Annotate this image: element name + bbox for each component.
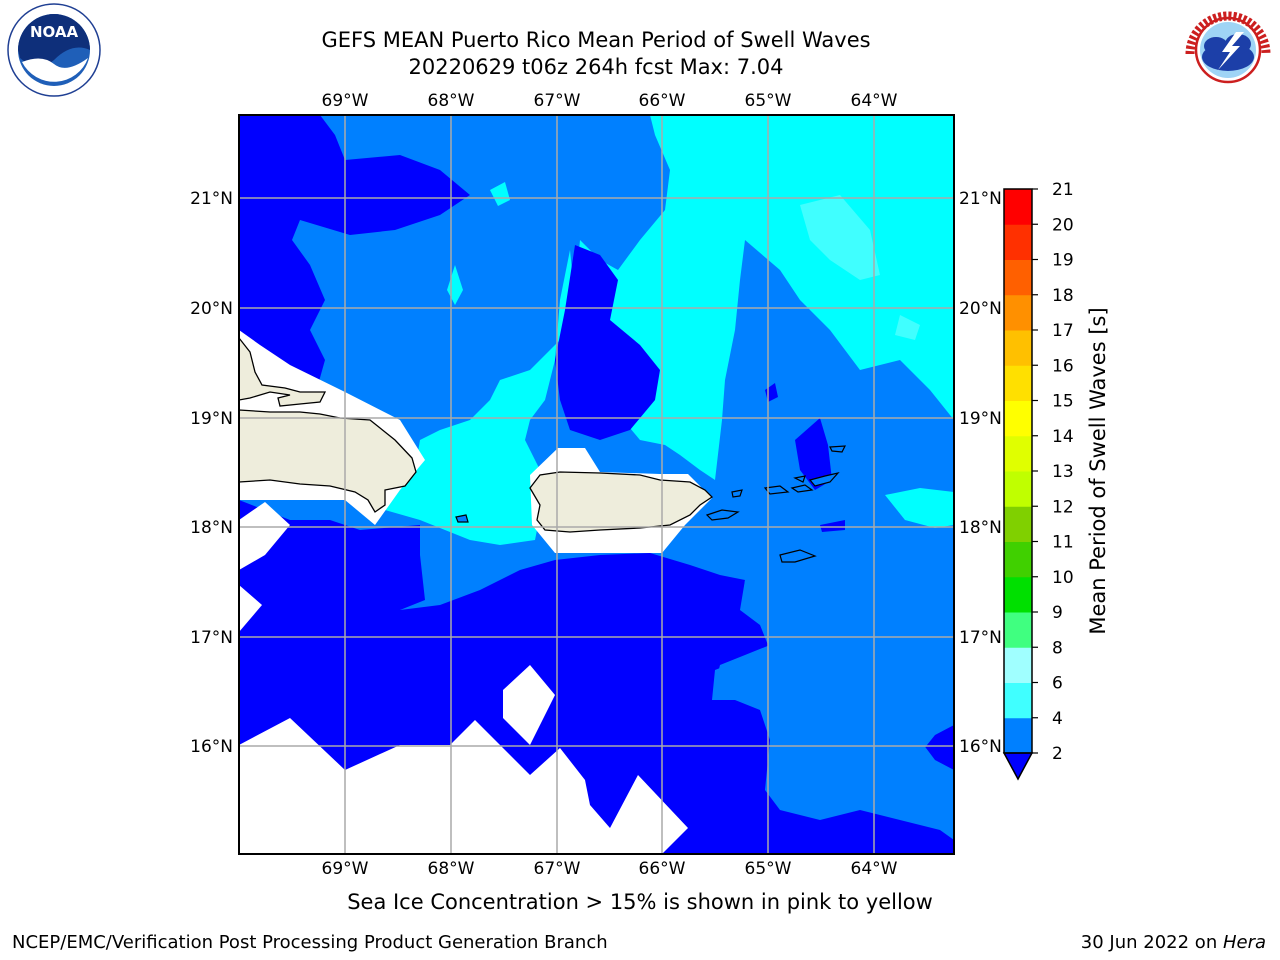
lat-labels-right: 21°N 20°N 19°N 18°N 17°N 16°N (959, 189, 1002, 757)
colorbar-tick-label: 6 (1052, 674, 1063, 694)
colorbar-tick-label: 13 (1052, 462, 1074, 482)
lat-tick-label: 18°N (959, 518, 1002, 538)
lat-tick-label: 19°N (959, 409, 1002, 429)
lat-labels-left: 21°N 20°N 19°N 18°N 17°N 16°N (190, 189, 233, 757)
lat-tick-label: 18°N (190, 518, 233, 538)
lat-tick-label: 20°N (959, 299, 1002, 319)
colorbar-segment (1004, 400, 1032, 437)
swell-period-field (239, 115, 954, 854)
lon-tick-label: 67°W (534, 91, 581, 111)
colorbar-tick-label: 20 (1052, 215, 1074, 235)
colorbar-tick-label: 10 (1052, 568, 1074, 588)
colorbar-segment (1004, 224, 1032, 260)
lat-tick-label: 16°N (959, 737, 1002, 757)
lon-tick-label: 69°W (322, 91, 369, 111)
noaa-logo: NOAA (7, 3, 101, 97)
colorbar-tick-label: 12 (1052, 497, 1074, 517)
colorbar-segment (1004, 506, 1032, 542)
colorbar-segment (1004, 717, 1032, 754)
footer-date: 30 Jun 2022 on Hera (1081, 932, 1266, 953)
nws-logo (1183, 5, 1273, 95)
noaa-logo-text: NOAA (30, 23, 79, 41)
lat-tick-label: 16°N (190, 737, 233, 757)
contour-band-6-8 (885, 488, 954, 528)
colorbar-tick-label: 11 (1052, 533, 1074, 553)
footer-date-text: 30 Jun 2022 on (1080, 932, 1223, 953)
footer-branch: NCEP/EMC/Verification Post Processing Pr… (12, 932, 608, 953)
colorbar-tick-label: 19 (1052, 251, 1074, 271)
colorbar-segment (1004, 294, 1032, 331)
colorbar-tick-label: 14 (1052, 427, 1074, 447)
lat-tick-label: 17°N (959, 628, 1002, 648)
colorbar-tick-label: 4 (1052, 709, 1063, 729)
lat-tick-label: 20°N (190, 299, 233, 319)
colorbar-segment (1004, 541, 1032, 578)
colorbar-tick-label: 17 (1052, 321, 1074, 341)
colorbar-tick-label: 9 (1052, 603, 1063, 623)
lon-tick-label: 67°W (534, 859, 581, 879)
colorbar-label: Mean Period of Swell Waves [s] (1086, 307, 1110, 634)
chart-title: GEFS MEAN Puerto Rico Mean Period of Swe… (321, 28, 871, 52)
colorbar-segment (1004, 365, 1032, 401)
puerto-rico-land (529, 471, 714, 533)
no-data-region (239, 585, 262, 632)
lon-labels-top: 69°W 68°W 67°W 66°W 65°W 64°W (322, 91, 898, 111)
colorbar-tick-label: 16 (1052, 356, 1074, 376)
sea-ice-note: Sea Ice Concentration > 15% is shown in … (347, 890, 933, 914)
contour-band-8-9 (895, 315, 920, 340)
contour-band-4-6 (715, 560, 954, 815)
virgin-islands (455, 445, 847, 563)
no-data-region (239, 718, 688, 854)
lon-tick-label: 68°W (428, 91, 475, 111)
colorbar-tick-label: 15 (1052, 392, 1074, 412)
colorbar-under-arrow (1002, 752, 1034, 781)
lon-labels-bottom: 69°W 68°W 67°W 66°W 65°W 64°W (322, 859, 898, 879)
lon-tick-label: 64°W (851, 859, 898, 879)
lon-tick-label: 64°W (851, 91, 898, 111)
colorbar-segment (1004, 330, 1032, 366)
colorbar-segment (1004, 471, 1032, 507)
colorbar: 2 4 6 8 9 10 11 12 13 14 15 16 17 18 19 20 21 (1002, 180, 1074, 781)
lat-tick-label: 17°N (190, 628, 233, 648)
no-data-region (503, 665, 555, 745)
lon-tick-label: 69°W (322, 859, 369, 879)
lat-tick-label: 21°N (959, 189, 1002, 209)
colorbar-segment (1004, 259, 1032, 296)
footer-host: Hera (1222, 932, 1266, 953)
no-data-region (239, 502, 290, 570)
colorbar-segment (1004, 189, 1032, 225)
chart-subtitle: 20220629 t06z 264h fcst Max: 7.04 (408, 55, 784, 79)
lon-tick-label: 66°W (639, 859, 686, 879)
contour-band-2-4 (820, 520, 845, 532)
lon-tick-label: 65°W (745, 91, 792, 111)
colorbar-tick-label: 2 (1052, 744, 1063, 764)
contour-band-8-9 (800, 195, 880, 280)
colorbar-segment (1004, 682, 1032, 719)
contour-band-2-4 (239, 115, 470, 388)
colorbar-segment (1004, 647, 1032, 683)
contour-band-6-8 (490, 182, 510, 206)
colorbar-tick-label: 18 (1052, 286, 1074, 306)
colorbar-tick-label: 8 (1052, 638, 1063, 658)
colorbar-segment (1004, 612, 1032, 648)
map-frame (238, 114, 955, 855)
map-gridlines (239, 115, 954, 854)
colorbar-tick-label: 21 (1052, 180, 1074, 200)
hispaniola-land (239, 336, 417, 513)
lon-tick-label: 66°W (639, 91, 686, 111)
lat-tick-label: 21°N (190, 189, 233, 209)
contour-band-2-4 (795, 418, 832, 490)
contour-band-2-4 (555, 245, 660, 440)
lat-tick-label: 19°N (190, 409, 233, 429)
colorbar-segment (1004, 576, 1032, 613)
colorbar-segment (1004, 435, 1032, 472)
lon-tick-label: 68°W (428, 859, 475, 879)
lon-tick-label: 65°W (745, 859, 792, 879)
